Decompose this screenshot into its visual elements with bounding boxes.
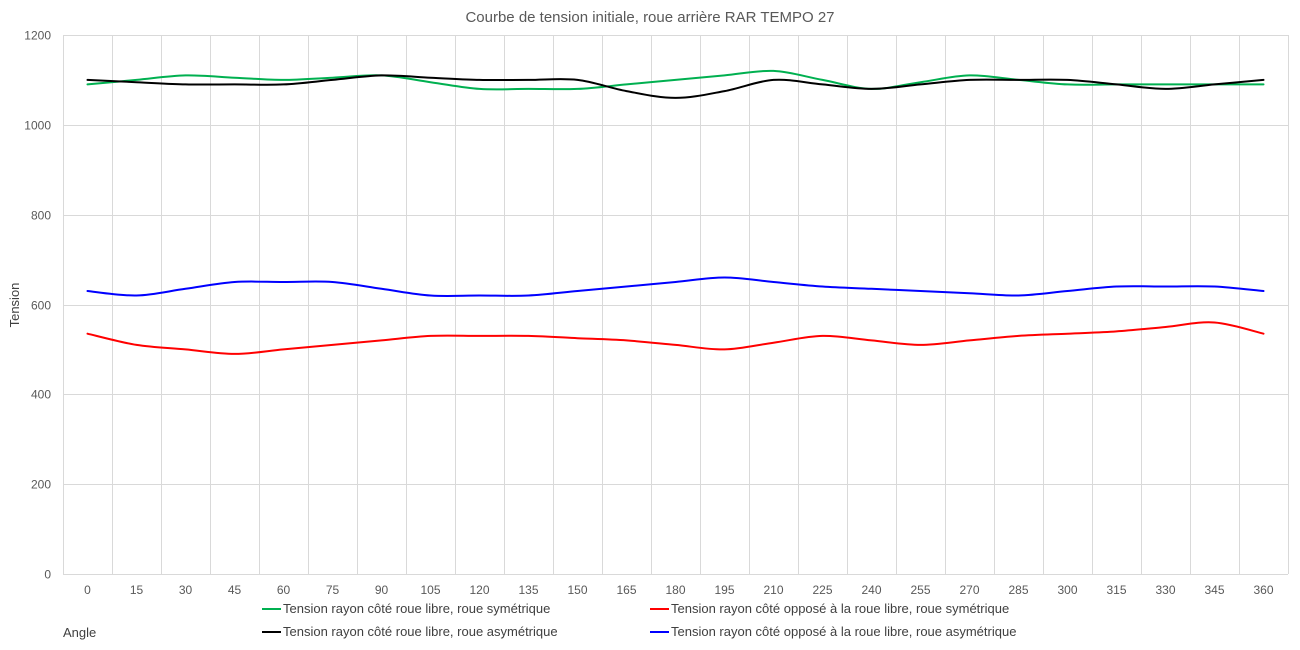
legend-label: Tension rayon côté roue libre, roue asym… xyxy=(283,624,558,639)
vertical-gridlines xyxy=(63,35,1289,574)
x-tick-label: 60 xyxy=(277,583,291,597)
legend-label: Tension rayon côté opposé à la roue libr… xyxy=(671,624,1016,639)
x-tick-label: 240 xyxy=(861,583,881,597)
legend: Tension rayon côté roue libre, roue symé… xyxy=(262,601,1016,639)
legend-label: Tension rayon côté roue libre, roue symé… xyxy=(283,601,550,616)
x-tick-label: 270 xyxy=(959,583,979,597)
x-tick-label: 315 xyxy=(1106,583,1126,597)
x-tick-label: 0 xyxy=(84,583,91,597)
x-tick-label: 180 xyxy=(665,583,685,597)
x-tick-label: 135 xyxy=(518,583,538,597)
legend-item-4: Tension rayon côté opposé à la roue libr… xyxy=(650,624,1016,639)
y-tick-label: 400 xyxy=(31,388,51,402)
x-tick-label: 360 xyxy=(1253,583,1273,597)
chart-title: Courbe de tension initiale, roue arrière… xyxy=(465,9,834,26)
x-tick-label: 45 xyxy=(228,583,242,597)
y-tick-label: 1200 xyxy=(24,29,51,43)
y-tick-label: 600 xyxy=(31,299,51,313)
series-line-2 xyxy=(86,321,1265,355)
x-tick-label: 345 xyxy=(1204,583,1224,597)
horizontal-gridlines xyxy=(63,35,1288,575)
x-tick-label: 330 xyxy=(1155,583,1175,597)
y-axis-label: Tension xyxy=(7,283,22,328)
legend-item-3: Tension rayon côté roue libre, roue asym… xyxy=(262,624,558,639)
x-tick-label: 285 xyxy=(1008,583,1028,597)
x-tick-label: 165 xyxy=(616,583,636,597)
series-line-4 xyxy=(86,276,1265,297)
series-line-3 xyxy=(86,74,1265,99)
x-tick-label: 30 xyxy=(179,583,193,597)
x-tick-label: 210 xyxy=(763,583,783,597)
x-axis-label: Angle xyxy=(63,625,96,640)
legend-label: Tension rayon côté opposé à la roue libr… xyxy=(671,601,1009,616)
x-tick-label: 90 xyxy=(375,583,389,597)
x-tick-label: 150 xyxy=(567,583,587,597)
x-tick-label: 120 xyxy=(469,583,489,597)
series-lines xyxy=(86,69,1265,355)
series-line-1 xyxy=(86,69,1265,91)
x-tick-label: 105 xyxy=(420,583,440,597)
x-tick-label: 225 xyxy=(812,583,832,597)
y-tick-label: 800 xyxy=(31,209,51,223)
x-tick-label: 75 xyxy=(326,583,340,597)
legend-item-1: Tension rayon côté roue libre, roue symé… xyxy=(262,601,550,616)
y-tick-label: 0 xyxy=(44,568,51,582)
y-tick-labels: 0 200 400 600 800 1000 1200 xyxy=(24,29,51,582)
x-tick-labels: 0 15 30 45 60 75 90 105 120 135 150 165 180 195 210 225… xyxy=(84,583,1274,597)
x-tick-label: 255 xyxy=(910,583,930,597)
x-tick-label: 15 xyxy=(130,583,144,597)
y-tick-label: 200 xyxy=(31,478,51,492)
legend-item-2: Tension rayon côté opposé à la roue libr… xyxy=(650,601,1009,616)
y-tick-label: 1000 xyxy=(24,119,51,133)
x-tick-label: 195 xyxy=(714,583,734,597)
x-tick-label: 300 xyxy=(1057,583,1077,597)
